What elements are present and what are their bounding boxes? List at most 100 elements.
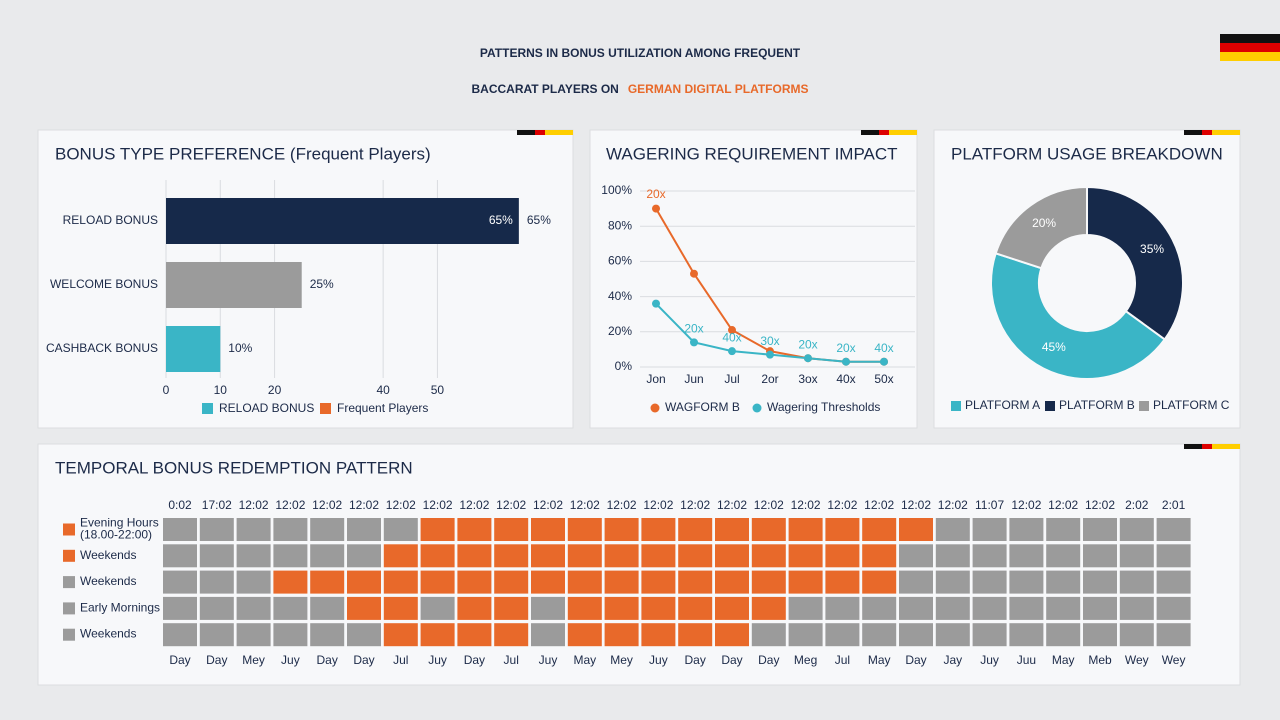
column-label: 12:02 <box>791 498 821 512</box>
cell <box>1083 623 1117 647</box>
column-label: 2:01 <box>1162 498 1186 512</box>
point <box>690 269 698 278</box>
x-tick-label: Jon <box>646 372 665 386</box>
cell <box>862 570 897 594</box>
x-tick-label: 20 <box>268 383 282 397</box>
cell <box>1156 623 1191 647</box>
row-label-line: Weekends <box>80 574 136 588</box>
row-label: Weekends <box>80 627 136 641</box>
cell <box>1119 518 1154 541</box>
row-label: Weekends <box>80 548 136 562</box>
column-label: 12:02 <box>423 498 453 512</box>
cell <box>494 623 529 647</box>
cell <box>236 518 271 541</box>
cell <box>1083 570 1117 594</box>
panel <box>589 129 918 429</box>
column-label: 12:02 <box>754 498 784 512</box>
cell <box>420 623 455 647</box>
cell <box>715 623 749 647</box>
row-swatch <box>63 523 75 536</box>
cell <box>715 596 749 620</box>
cell <box>1046 544 1081 568</box>
legend-swatch <box>1045 401 1055 411</box>
column-label: May <box>868 653 891 667</box>
donut-slice <box>1086 185 1184 341</box>
cell <box>862 623 897 647</box>
cell <box>678 596 713 620</box>
annotation: 20x <box>646 187 665 201</box>
value-label: 35% <box>1140 242 1164 256</box>
value-label: 25% <box>310 277 334 291</box>
cell <box>199 544 234 568</box>
legend-swatch <box>1139 401 1149 411</box>
cell <box>420 518 455 541</box>
cell <box>751 518 786 541</box>
panel-flags <box>517 130 1240 449</box>
cell <box>751 623 786 647</box>
column-label: 12:02 <box>864 498 894 512</box>
cell <box>531 596 565 620</box>
cell <box>420 544 455 568</box>
column-label: May <box>573 653 596 667</box>
row-label: Weekends <box>80 574 136 588</box>
cell <box>273 623 308 647</box>
cell <box>678 544 713 568</box>
cell <box>236 623 271 647</box>
cell <box>972 623 1007 647</box>
page-title-line2: BACCARAT PLAYERS ON GERMAN DIGITAL PLATFO… <box>471 82 808 96</box>
column-label: 12:02 <box>938 498 968 512</box>
y-tick-label: 40% <box>608 289 632 303</box>
cell <box>1119 570 1154 594</box>
cell <box>972 570 1007 594</box>
cell <box>641 544 676 568</box>
cell <box>715 518 749 541</box>
column-label: Jay <box>943 653 962 667</box>
column-label: Day <box>353 653 374 667</box>
cell <box>567 570 602 594</box>
cell <box>1046 570 1081 594</box>
cell <box>199 518 234 541</box>
column-label: Jul <box>393 653 408 667</box>
cell <box>825 544 860 568</box>
cell <box>678 623 713 647</box>
cell <box>935 518 970 541</box>
cell <box>567 544 602 568</box>
column-label: Meb <box>1088 653 1112 667</box>
y-tick-label: 0% <box>615 359 633 373</box>
cell <box>383 596 418 620</box>
annotation: 40x <box>874 341 893 355</box>
cell <box>383 623 418 647</box>
row-label-line: Evening Hours <box>80 516 159 530</box>
row-label-line: Early Mornings <box>80 601 160 615</box>
x-tick-label: Jul <box>724 372 739 386</box>
column-label: Wey <box>1162 653 1186 667</box>
cell <box>567 623 602 647</box>
panel <box>933 129 1241 429</box>
value-label: 45% <box>1042 340 1066 354</box>
column-label: 12:02 <box>1011 498 1041 512</box>
cell <box>825 518 860 541</box>
bar <box>166 326 221 372</box>
cell <box>935 623 970 647</box>
row-label-line: Weekends <box>80 627 136 641</box>
cell <box>347 570 381 594</box>
cell <box>494 596 529 620</box>
point <box>652 204 660 213</box>
cell <box>1083 518 1117 541</box>
x-tick-label: 50x <box>874 372 893 386</box>
x-tick-label: 3ox <box>798 372 817 386</box>
value-label: 65% <box>527 213 551 227</box>
panel <box>37 129 574 429</box>
cell <box>825 596 860 620</box>
cell <box>1009 623 1044 647</box>
cell <box>531 518 565 541</box>
cell <box>899 570 933 594</box>
column-label: 12:02 <box>459 498 489 512</box>
row-swatch <box>63 602 75 615</box>
donut-slice <box>994 185 1088 270</box>
column-label: Juy <box>281 653 300 667</box>
cell <box>1009 596 1044 620</box>
cell <box>236 596 271 620</box>
